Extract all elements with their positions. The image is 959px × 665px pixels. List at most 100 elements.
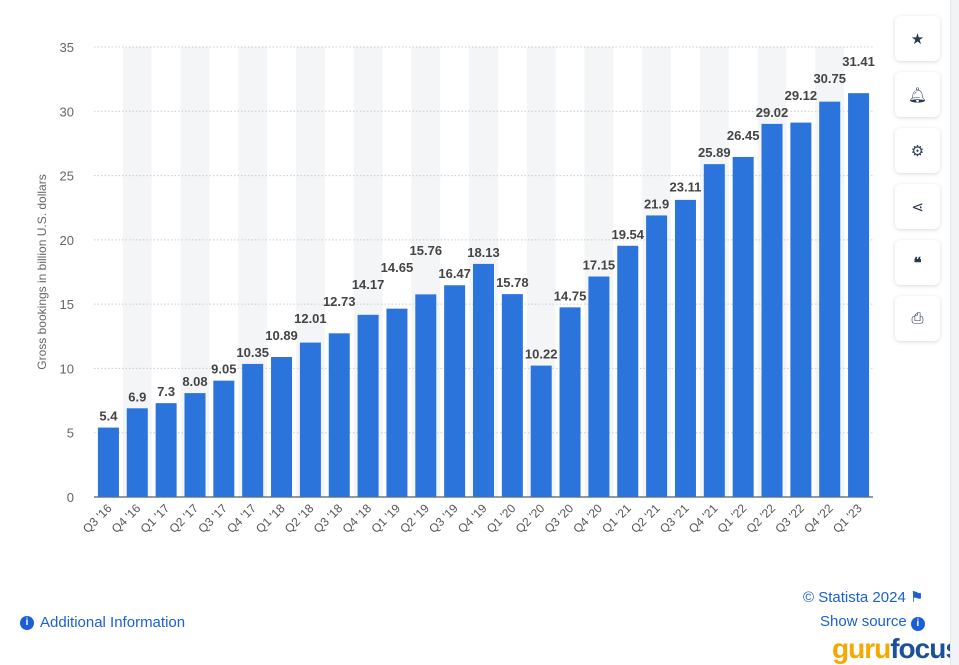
bar	[357, 314, 379, 497]
y-tick-label: 20	[60, 233, 74, 248]
notification-button[interactable]: 🔔︎	[895, 72, 940, 117]
data-label: 5.4	[99, 409, 118, 424]
data-label: 12.73	[323, 294, 356, 309]
x-tick-label: Q2 '18	[282, 501, 317, 536]
bar	[271, 356, 293, 497]
bar	[155, 403, 177, 497]
flag-icon: ⚑	[909, 589, 924, 606]
x-tick-label: Q4 '19	[455, 501, 490, 536]
info-icon: i	[910, 617, 925, 631]
data-label: 31.41	[842, 54, 875, 69]
x-tick-label: Q3 '18	[311, 501, 346, 536]
bar	[559, 307, 581, 497]
bar	[184, 393, 206, 497]
bar	[646, 215, 668, 497]
bar	[732, 156, 754, 497]
star-icon: ★	[910, 30, 925, 48]
data-label: 14.65	[381, 260, 414, 275]
data-label: 16.47	[438, 266, 471, 281]
bar	[674, 199, 696, 497]
show-source-link[interactable]: Show source i	[820, 613, 925, 631]
additional-information-label: Additional Information	[40, 614, 186, 631]
y-tick-label: 15	[60, 297, 74, 312]
bar	[242, 363, 264, 497]
x-tick-label: Q1 '17	[138, 501, 173, 536]
x-tick-label: Q1 '20	[484, 501, 519, 536]
bar	[415, 294, 437, 497]
data-label: 23.11	[670, 179, 702, 194]
data-label: 26.45	[727, 128, 760, 143]
show-source-label: Show source	[820, 613, 907, 630]
x-tick-label: Q4 '16	[109, 501, 144, 536]
bar	[299, 342, 321, 497]
data-label: 7.3	[157, 384, 175, 399]
x-tick-label: Q3 '20	[542, 501, 577, 536]
print-icon: ⎙	[911, 310, 924, 327]
scrollbar[interactable]	[950, 0, 959, 665]
x-tick-label: Q2 '22	[744, 501, 779, 536]
data-label: 29.02	[756, 105, 789, 120]
cite-button[interactable]: ❝	[895, 240, 940, 285]
x-tick-label: Q3 '21	[657, 501, 692, 536]
x-tick-label: Q2 '19	[397, 501, 432, 536]
x-tick-label: Q3 '22	[772, 501, 807, 536]
x-tick-label: Q4 '20	[570, 501, 605, 536]
share-icon: ⋖	[911, 198, 924, 216]
y-tick-label: 5	[67, 426, 74, 441]
data-label: 17.15	[583, 258, 616, 273]
x-tick-label: Q1 '22	[715, 501, 750, 536]
x-tick-label: Q3 '19	[426, 501, 461, 536]
bar	[530, 365, 552, 497]
data-label: 8.08	[182, 374, 207, 389]
bar	[213, 380, 235, 497]
gear-icon: ⚙	[910, 142, 925, 160]
y-tick-label: 25	[60, 169, 74, 184]
data-label: 25.89	[698, 145, 731, 160]
x-tick-label: Q1 '19	[368, 501, 403, 536]
copyright-link[interactable]: © Statista 2024 ⚑	[803, 588, 923, 606]
data-label: 15.78	[496, 275, 529, 290]
additional-information-link[interactable]: i Additional Information	[20, 614, 185, 631]
bell-icon: 🔔︎	[907, 86, 928, 104]
settings-button[interactable]: ⚙	[895, 128, 940, 173]
bar	[126, 408, 148, 497]
bar-chart: 0 5 10 15 20 25 30 35 Gross bookings in billion …	[35, 40, 875, 536]
data-label: 14.75	[554, 288, 587, 303]
x-tick-label: Q2 '17	[166, 501, 201, 536]
quote-icon: ❝	[913, 254, 922, 272]
data-label: 10.35	[236, 345, 269, 360]
x-tick-label: Q3 '16	[80, 501, 115, 536]
x-tick-label: Q4 '22	[801, 501, 836, 536]
data-label: 6.9	[128, 389, 146, 404]
x-tick-label: Q3 '17	[195, 501, 230, 536]
share-button[interactable]: ⋖	[895, 184, 940, 229]
bar	[386, 308, 408, 497]
x-tick-label: Q4 '17	[224, 501, 259, 536]
data-label: 30.75	[813, 71, 846, 86]
y-tick-label: 0	[67, 490, 74, 505]
bar	[617, 245, 639, 497]
bar	[444, 285, 466, 497]
x-tick-label: Q1 '23	[830, 501, 865, 536]
bar	[588, 276, 610, 497]
bar	[328, 333, 350, 497]
bar	[761, 123, 783, 497]
x-tick-label: Q1 '18	[253, 501, 288, 536]
data-label: 29.12	[785, 88, 818, 103]
gurufocus-watermark: gurufocus	[832, 633, 959, 664]
data-label: 10.89	[265, 328, 298, 343]
bar	[97, 427, 119, 497]
favorite-button[interactable]: ★	[895, 16, 940, 61]
y-tick-label: 35	[60, 40, 74, 55]
copyright-text: © Statista 2024	[803, 589, 906, 606]
data-label: 15.76	[410, 243, 443, 258]
data-label: 19.54	[611, 227, 644, 242]
y-tick-label: 30	[60, 104, 74, 119]
bar	[473, 263, 494, 497]
bar	[819, 101, 841, 498]
x-tick-label: Q2 '20	[513, 501, 548, 536]
data-label: 21.9	[644, 196, 669, 211]
print-button[interactable]: ⎙	[895, 296, 940, 341]
x-tick-label: Q2 '21	[628, 501, 663, 536]
bar	[848, 93, 870, 498]
